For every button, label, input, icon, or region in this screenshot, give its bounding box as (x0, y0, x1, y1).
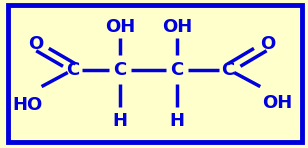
Text: C: C (66, 61, 79, 79)
Text: C: C (113, 61, 127, 79)
Text: HO: HO (13, 96, 43, 114)
Text: H: H (113, 112, 128, 130)
Text: OH: OH (262, 94, 292, 112)
Text: O: O (28, 35, 43, 53)
Text: OH: OH (162, 18, 192, 36)
Text: C: C (170, 61, 184, 79)
Text: C: C (221, 61, 235, 79)
Text: OH: OH (105, 18, 135, 36)
Text: H: H (170, 112, 184, 130)
Text: O: O (260, 35, 276, 53)
